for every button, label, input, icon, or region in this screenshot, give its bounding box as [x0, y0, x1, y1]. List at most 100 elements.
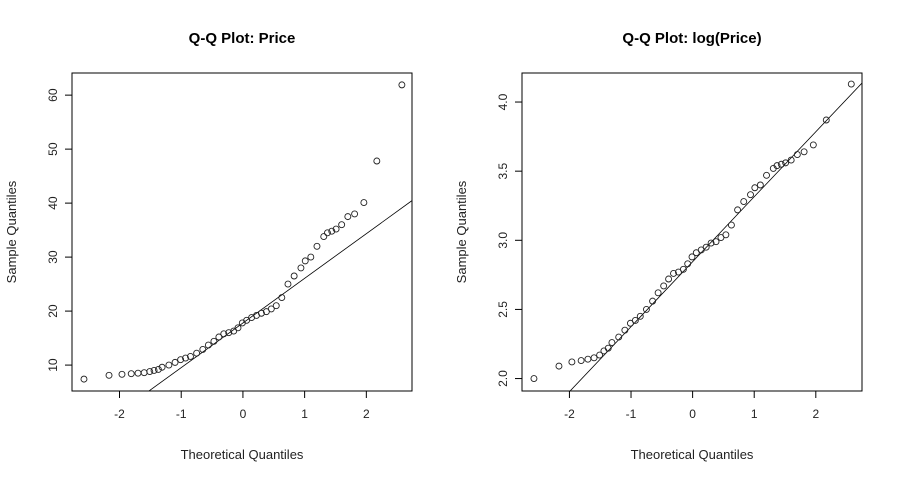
data-point — [220, 330, 228, 338]
data-point — [631, 317, 639, 324]
data-point — [773, 162, 781, 170]
y-tick-label: 60 — [46, 88, 60, 102]
y-tick-label: 2.0 — [496, 370, 510, 387]
plot-frame — [71, 72, 413, 392]
data-point — [284, 280, 292, 288]
y-tick-label: 10 — [46, 358, 60, 372]
data-point — [272, 302, 280, 310]
data-point — [177, 356, 185, 364]
data-point — [642, 305, 650, 313]
data-point — [809, 141, 817, 149]
data-point — [679, 265, 687, 273]
data-point — [756, 181, 764, 189]
panel-1: Q-Q Plot: Price Theoretical Quantiles Samp… — [4, 30, 413, 462]
qq-reference-line — [148, 200, 412, 391]
plot-frame — [521, 72, 863, 392]
data-point — [154, 365, 162, 373]
data-point — [332, 225, 340, 233]
data-point — [290, 272, 298, 280]
data-point — [80, 375, 88, 383]
data-point — [187, 352, 194, 360]
qq-reference-line — [569, 82, 862, 391]
data-point — [800, 148, 808, 156]
data-point — [324, 229, 331, 237]
x-axis-label: Theoretical Quantiles — [181, 447, 304, 462]
data-point — [146, 368, 154, 376]
x-tick-label: 2 — [363, 407, 370, 421]
data-point — [199, 345, 207, 353]
data-point — [257, 309, 265, 317]
data-point — [747, 191, 754, 199]
data-point — [338, 221, 346, 229]
data-point — [665, 275, 673, 283]
chart-title: Q-Q Plot: log(Price) — [622, 30, 761, 47]
data-point — [165, 361, 173, 369]
x-tick-label: 1 — [751, 407, 758, 421]
data-point — [707, 239, 715, 247]
data-point — [636, 312, 644, 320]
data-point — [215, 333, 223, 341]
x-tick-label: -2 — [564, 407, 575, 421]
data-point — [712, 238, 720, 246]
data-point — [360, 199, 368, 207]
data-point — [313, 242, 321, 250]
data-point — [328, 227, 336, 235]
data-point — [351, 210, 359, 218]
data-point — [822, 116, 830, 124]
data-point — [777, 160, 785, 168]
y-axis-label: Sample Quantiles — [454, 180, 469, 283]
data-point — [660, 282, 668, 290]
data-point — [307, 253, 315, 261]
data-point — [301, 257, 309, 265]
data-point — [604, 344, 612, 352]
data-point — [134, 369, 142, 377]
data-point — [722, 231, 730, 239]
data-point — [373, 157, 381, 165]
data-point — [171, 358, 179, 366]
x-tick-label: 0 — [689, 407, 696, 421]
data-point — [568, 358, 576, 366]
y-tick-label: 40 — [46, 196, 60, 210]
data-point — [584, 355, 592, 363]
data-point — [787, 156, 795, 164]
panel-2: Q-Q Plot: log(Price) Theoretical Quantile… — [454, 30, 863, 462]
data-point — [621, 326, 629, 334]
data-point — [344, 213, 352, 221]
data-point — [297, 264, 305, 272]
data-point — [267, 305, 275, 313]
data-point — [684, 260, 692, 268]
x-tick-label: -1 — [626, 407, 637, 421]
y-tick-label: 50 — [46, 142, 60, 156]
y-axis-label: Sample Quantiles — [4, 180, 19, 283]
data-point — [782, 159, 790, 167]
data-point — [230, 327, 238, 335]
y-tick-label: 3.5 — [496, 163, 510, 180]
data-point — [158, 363, 166, 371]
data-point — [278, 294, 286, 302]
data-point — [763, 171, 770, 179]
data-point — [150, 367, 158, 374]
y-tick-label: 2.5 — [496, 301, 510, 318]
data-point — [734, 206, 742, 214]
data-point — [127, 370, 135, 378]
x-axis-label: Theoretical Quantiles — [631, 447, 754, 462]
x-tick-label: 1 — [301, 407, 308, 421]
x-tick-label: -2 — [114, 407, 125, 421]
data-point — [577, 357, 585, 365]
data-point — [210, 337, 218, 345]
data-point — [596, 351, 604, 359]
data-point — [751, 184, 759, 192]
data-point — [105, 371, 113, 379]
data-point — [225, 329, 233, 337]
data-point — [600, 347, 608, 355]
data-point — [118, 370, 126, 378]
data-point — [140, 369, 148, 377]
x-tick-label: -1 — [176, 407, 187, 421]
data-point — [398, 81, 406, 89]
data-point — [688, 253, 696, 261]
chart-title: Q-Q Plot: Price — [189, 30, 296, 47]
data-point — [182, 354, 189, 362]
data-point — [702, 243, 710, 251]
x-tick-label: 0 — [240, 407, 247, 421]
